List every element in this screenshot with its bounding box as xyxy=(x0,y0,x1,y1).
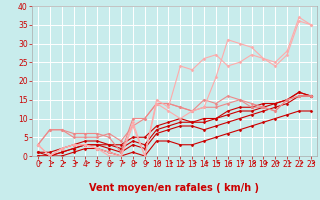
X-axis label: Vent moyen/en rafales ( km/h ): Vent moyen/en rafales ( km/h ) xyxy=(89,183,260,193)
